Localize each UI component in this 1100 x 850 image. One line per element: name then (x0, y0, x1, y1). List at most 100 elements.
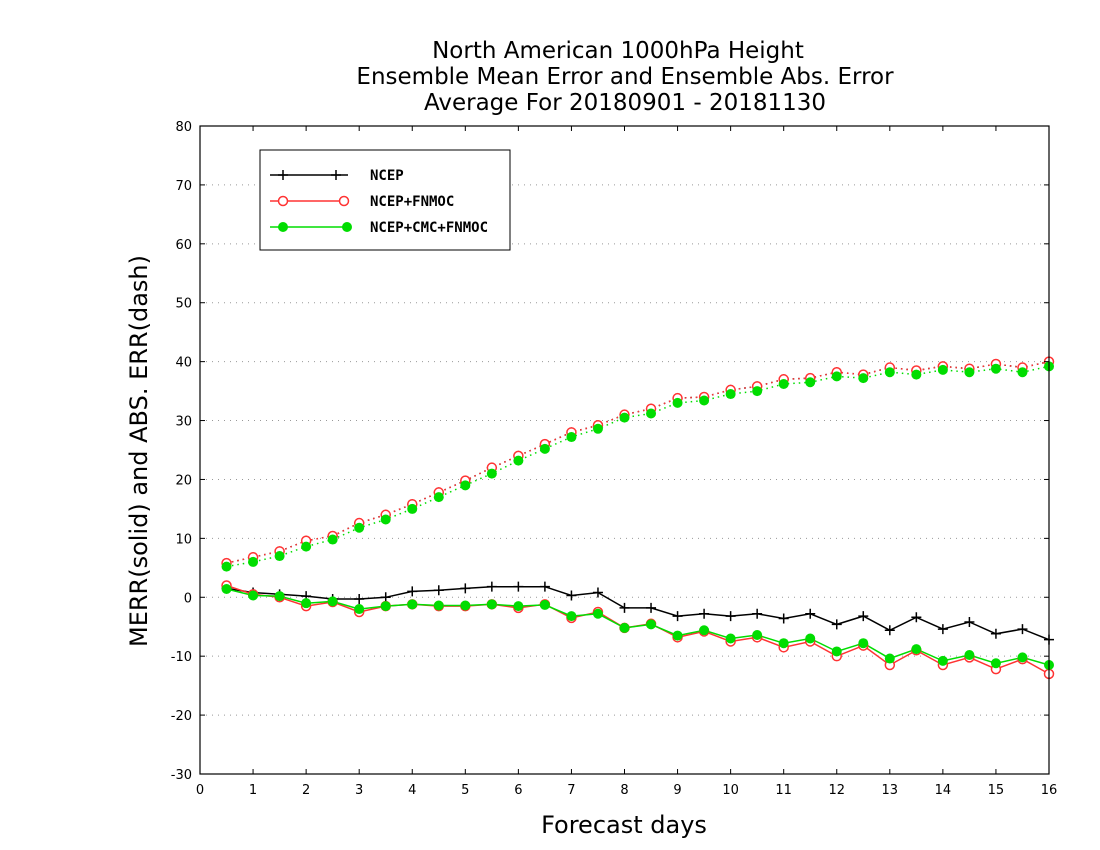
chart-title-line-3: Average For 20180901 - 20181130 (424, 90, 826, 116)
merr-point-ncep-cmc-fnmoc (566, 611, 577, 622)
merr-point-ncep-cmc-fnmoc (858, 638, 869, 649)
merr-point-ncep-cmc-fnmoc (513, 601, 524, 612)
y-axis-label: MERR(solid) and ABS. ERR(dash) (125, 255, 153, 647)
abs-error-point-ncep-cmc-fnmoc (752, 386, 763, 397)
merr-point-ncep (380, 592, 391, 603)
merr-point-ncep-cmc-fnmoc (990, 658, 1001, 669)
merr-point-ncep-cmc-fnmoc (274, 591, 285, 602)
x-tick-label: 5 (461, 783, 469, 798)
merr-point-ncep (858, 611, 869, 622)
merr-point-ncep-cmc-fnmoc (354, 604, 365, 615)
merr-point-ncep-cmc-fnmoc (911, 644, 922, 655)
abs-error-point-ncep-cmc-fnmoc (884, 367, 895, 378)
x-tick-label: 6 (514, 783, 522, 798)
abs-error-point-ncep-cmc-fnmoc (937, 364, 948, 375)
abs-error-point-ncep-cmc-fnmoc (831, 371, 842, 382)
legend-label-ncep-cmc-fnmoc: NCEP+CMC+FNMOC (370, 220, 488, 236)
merr-point-ncep-cmc-fnmoc (592, 608, 603, 619)
abs-error-point-ncep-cmc-fnmoc (858, 373, 869, 384)
merr-point-ncep (725, 611, 736, 622)
abs-error-point-ncep-cmc-fnmoc (486, 468, 497, 479)
merr-point-ncep (964, 617, 975, 628)
merr-point-ncep (778, 613, 789, 624)
merr-point-ncep-cmc-fnmoc (937, 655, 948, 666)
merr-point-ncep (592, 587, 603, 598)
chart-title-line-2: Ensemble Mean Error and Ensemble Abs. Er… (356, 64, 894, 90)
merr-point-ncep (460, 583, 471, 594)
gridlines (200, 184, 1049, 775)
legend-marker-ncep-cmc-fnmoc-b (342, 222, 352, 232)
y-tick-label: 10 (175, 532, 192, 547)
x-tick-label: 1 (249, 783, 257, 798)
abs-error-point-ncep-cmc-fnmoc (407, 503, 418, 514)
abs-error-point-ncep-cmc-fnmoc (327, 534, 338, 545)
merr-point-ncep (884, 625, 895, 636)
merr-point-ncep-cmc-fnmoc (248, 590, 259, 601)
merr-point-ncep (354, 594, 365, 605)
merr-point-ncep-cmc-fnmoc (460, 600, 471, 611)
merr-point-ncep-cmc-fnmoc (778, 638, 789, 649)
abs-error-point-ncep-cmc-fnmoc (274, 551, 285, 562)
y-tick-label: 30 (175, 415, 192, 430)
merr-point-ncep-cmc-fnmoc (380, 601, 391, 612)
merr-point-ncep-cmc-fnmoc (221, 584, 232, 595)
merr-point-ncep-cmc-fnmoc (407, 599, 418, 610)
y-tick-label: 60 (175, 238, 192, 253)
x-tick-label: 3 (355, 783, 363, 798)
mean-error-lines (226, 584, 1050, 675)
x-tick-label: 15 (988, 783, 1005, 798)
abs-error-point-ncep-cmc-fnmoc (990, 363, 1001, 374)
merr-point-ncep-cmc-fnmoc (301, 598, 312, 609)
merr-point-ncep (805, 608, 816, 619)
merr-point-ncep-cmc-fnmoc (646, 619, 657, 630)
abs-error-point-ncep-cmc-fnmoc (964, 367, 975, 378)
merr-point-ncep (486, 581, 497, 592)
merr-point-ncep-cmc-fnmoc (433, 600, 444, 611)
merr-point-ncep-cmc-fnmoc (699, 625, 710, 636)
legend-marker-ncep-fnmoc-b (338, 195, 350, 207)
y-tick-label: 20 (175, 473, 192, 488)
x-tick-label: 8 (620, 783, 628, 798)
abs-error-point-ncep-cmc-fnmoc (460, 480, 471, 491)
abs-error-point-ncep-cmc-fnmoc (699, 395, 710, 406)
merr-point-ncep (699, 608, 710, 619)
abs-error-point-ncep-cmc-fnmoc (539, 443, 550, 454)
abs-error-point-ncep-cmc-fnmoc (513, 455, 524, 466)
legend-marker-ncep-cmc-fnmoc-a (278, 222, 288, 232)
y-tick-label: 70 (175, 179, 192, 194)
y-tick-label: 0 (184, 591, 192, 606)
legend: NCEP NCEP+FNMOC NCEP+CMC+FNMOC (259, 149, 511, 251)
merr-point-ncep-cmc-fnmoc (327, 596, 338, 607)
data-markers (221, 356, 1055, 680)
merr-point-ncep (990, 628, 1001, 639)
abs-error-point-ncep-cmc-fnmoc (221, 561, 232, 572)
merr-point-ncep (407, 586, 418, 597)
abs-error-point-ncep-cmc-fnmoc (911, 369, 922, 380)
x-tick-label: 7 (567, 783, 575, 798)
abs-error-point-ncep-cmc-fnmoc (778, 379, 789, 390)
merr-point-ncep (566, 590, 577, 601)
abs-error-line-ncep (226, 360, 1050, 564)
y-tick-label: 80 (175, 120, 192, 135)
legend-label-ncep-fnmoc: NCEP+FNMOC (370, 194, 454, 210)
merr-point-ncep-cmc-fnmoc (831, 646, 842, 657)
x-tick-label: 12 (828, 783, 845, 798)
x-tick-label: 13 (882, 783, 899, 798)
merr-point-ncep-cmc-fnmoc (486, 599, 497, 610)
merr-line-ncep (226, 585, 1050, 641)
x-tick-label: 14 (935, 783, 952, 798)
merr-point-ncep (937, 624, 948, 635)
abs-error-line-ncep-fnmoc (226, 360, 1050, 564)
merr-point-ncep-cmc-fnmoc (539, 599, 550, 610)
merr-point-ncep (672, 611, 683, 622)
abs-error-point-ncep-cmc-fnmoc (619, 412, 630, 423)
abs-error-point-ncep-cmc-fnmoc (672, 397, 683, 408)
merr-point-ncep (752, 608, 763, 619)
x-tick-label: 16 (1041, 783, 1058, 798)
abs-error-line-ncep-cmc-fnmoc (226, 365, 1050, 568)
abs-error-point-ncep-cmc-fnmoc (592, 423, 603, 434)
legend-marker-ncep-fnmoc-a (277, 195, 289, 207)
merr-line-ncep-cmc-fnmoc (226, 588, 1050, 666)
